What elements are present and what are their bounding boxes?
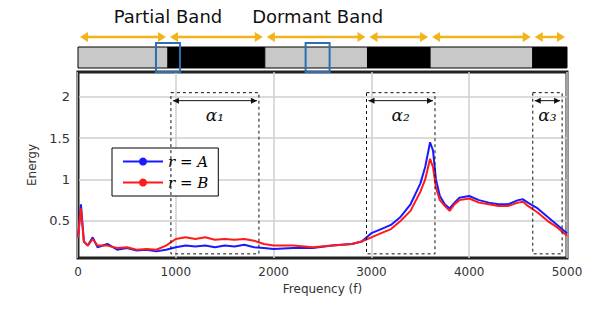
svg-text:1: 1	[62, 172, 70, 187]
svg-text:2: 2	[62, 89, 70, 104]
svg-text:2000: 2000	[258, 265, 289, 279]
svg-text:α₃: α₃	[538, 105, 556, 125]
svg-text:4000: 4000	[454, 265, 485, 279]
svg-text:3000: 3000	[356, 265, 387, 279]
svg-text:α₁: α₁	[206, 105, 224, 125]
svg-text:Energy: Energy	[25, 144, 39, 186]
svg-text:1000: 1000	[161, 265, 192, 279]
svg-text:5000: 5000	[552, 265, 583, 279]
svg-text:Dormant Band: Dormant Band	[252, 6, 383, 27]
svg-text:Frequency (f): Frequency (f)	[283, 282, 362, 296]
svg-text:r = B: r = B	[168, 174, 208, 192]
svg-text:0: 0	[74, 265, 82, 279]
svg-text:r = A: r = A	[168, 153, 208, 171]
svg-text:α₂: α₂	[392, 105, 410, 125]
svg-text:1.5: 1.5	[49, 131, 70, 146]
svg-text:0.5: 0.5	[49, 213, 70, 228]
svg-text:Partial Band: Partial Band	[114, 6, 223, 27]
